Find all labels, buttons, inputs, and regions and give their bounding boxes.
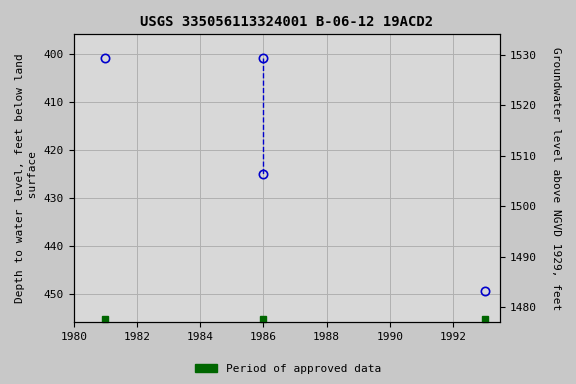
Y-axis label: Groundwater level above NGVD 1929, feet: Groundwater level above NGVD 1929, feet bbox=[551, 47, 561, 310]
Legend: Period of approved data: Period of approved data bbox=[191, 359, 385, 379]
Title: USGS 335056113324001 B-06-12 19ACD2: USGS 335056113324001 B-06-12 19ACD2 bbox=[141, 15, 434, 29]
Y-axis label: Depth to water level, feet below land
 surface: Depth to water level, feet below land su… bbox=[15, 53, 38, 303]
